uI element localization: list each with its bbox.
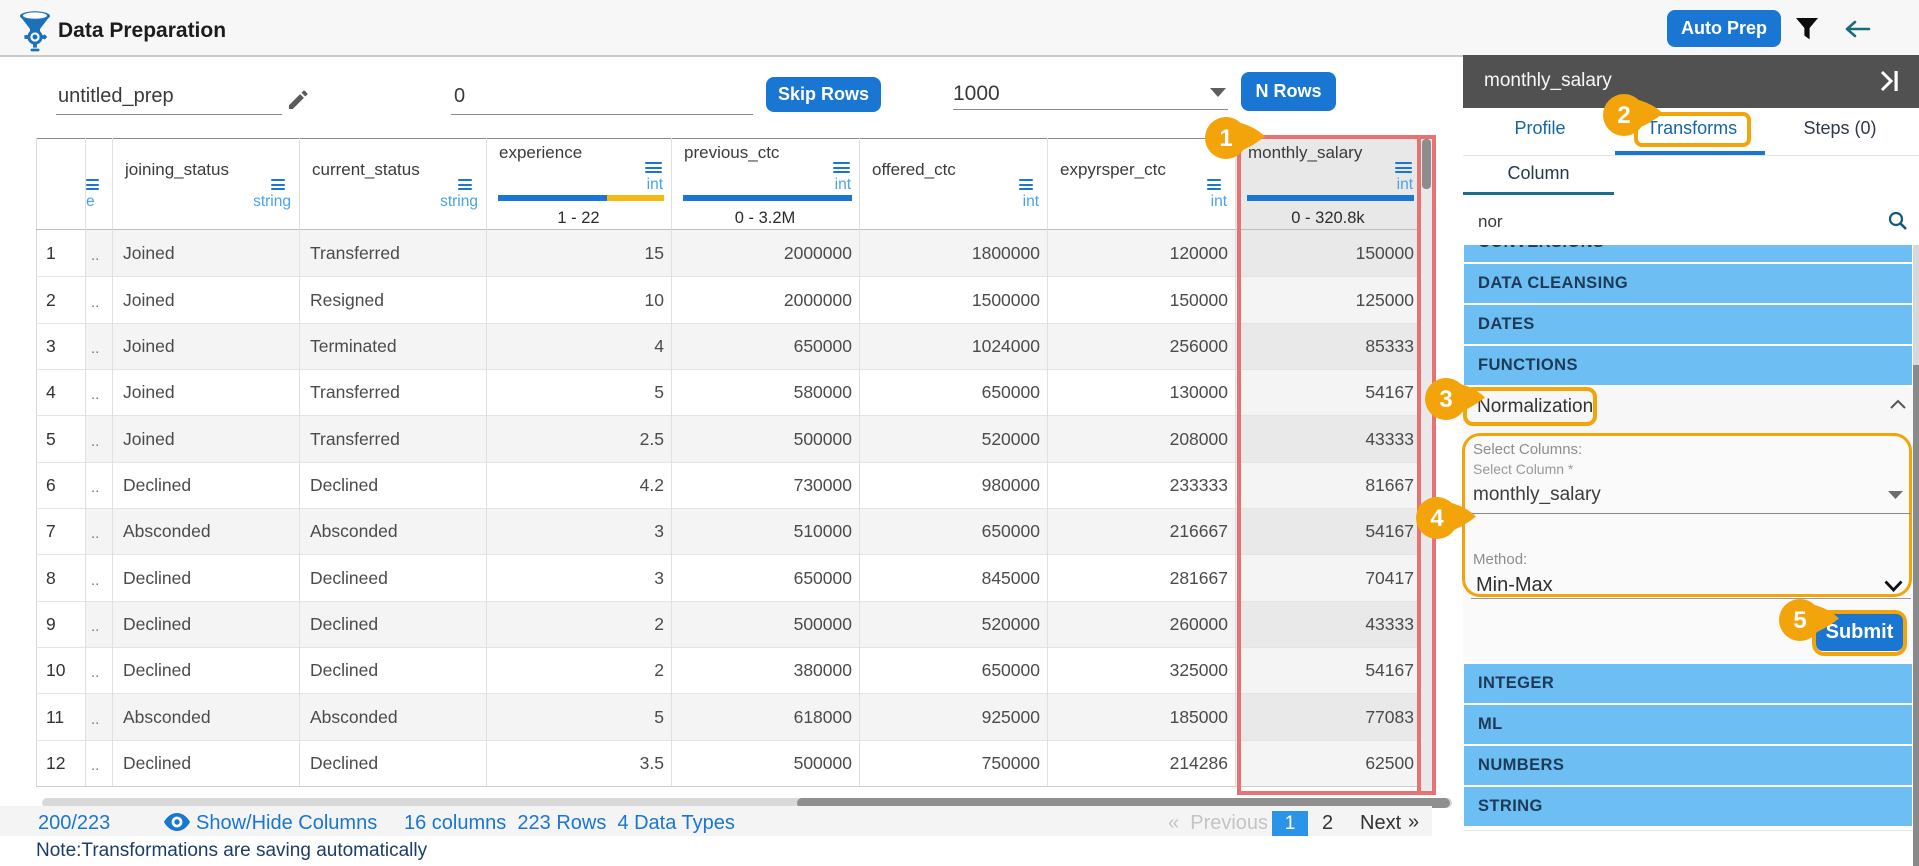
svg-text:1: 1 [1219, 125, 1232, 152]
svg-text:5: 5 [1793, 607, 1806, 634]
svg-text:3: 3 [1439, 386, 1452, 413]
svg-text:4: 4 [1430, 505, 1444, 532]
svg-text:2: 2 [1617, 102, 1630, 129]
